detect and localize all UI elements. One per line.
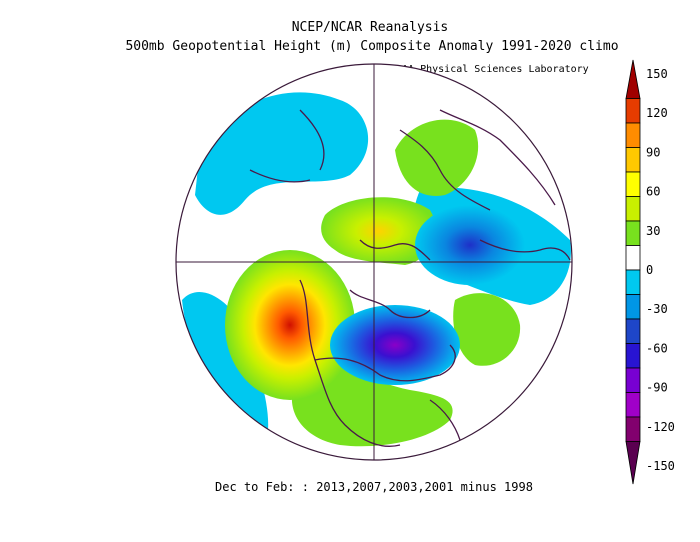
colorbar-swatch [625, 59, 641, 99]
colorbar-tick-label: 30 [646, 224, 660, 238]
colorbar-tick-label: 60 [646, 185, 660, 199]
colorbar-swatch [625, 367, 641, 393]
colorbar-swatch [625, 196, 641, 222]
colorbar-swatch [625, 147, 641, 173]
chart-subtitle: 500mb Geopotential Height (m) Composite … [125, 39, 619, 54]
colorbar-swatch [625, 220, 641, 246]
negative-band-west [182, 291, 269, 430]
colorbar-tick-label: -120 [646, 420, 675, 434]
colorbar-swatch [625, 122, 641, 148]
colorbar-swatch [625, 171, 641, 197]
colorbar-swatch [625, 245, 641, 271]
coastlines [249, 109, 571, 447]
positive-band-arctic [321, 197, 436, 265]
colorbar-swatch [625, 318, 641, 344]
colorbar-tick-label: -90 [646, 381, 668, 395]
colorbar-tick-label: -60 [646, 341, 668, 355]
colorbar-swatch [625, 392, 641, 418]
colorbar-tick-label: -150 [646, 459, 675, 473]
colorbar-swatch [625, 294, 641, 320]
positive-band-atlantic [453, 293, 521, 366]
colorbar-swatch [625, 98, 641, 124]
colorbar-tick-label: 120 [646, 106, 668, 120]
colorbar-swatch [625, 269, 641, 295]
colorbar-labels: 150 120 90 60 30 0 -30 -60 -90 -120 -150 [646, 67, 675, 473]
colorbar-tick-label: 90 [646, 145, 660, 159]
colorbar-tick-label: 150 [646, 67, 668, 81]
colorbar-tick-label: 0 [646, 263, 653, 277]
negative-band-north [195, 92, 369, 215]
colorbar-swatch [625, 441, 641, 485]
credit-label: NOAA Physical Sciences Laboratory [390, 64, 589, 75]
chart-title: NCEP/NCAR Reanalysis [291, 20, 449, 35]
siberia-negative-center [415, 205, 525, 285]
map-boundary [175, 63, 573, 461]
colorbar-swatches [625, 59, 641, 485]
colorbar-tick-label: -30 [646, 302, 668, 316]
footer-caption: Dec to Feb: : 2013,2007,2003,2001 minus … [215, 480, 533, 494]
positive-band-scandinavia [395, 119, 479, 196]
colorbar-swatch [625, 416, 641, 442]
pacific-positive-center [225, 250, 355, 400]
colorbar-swatch [625, 343, 641, 369]
